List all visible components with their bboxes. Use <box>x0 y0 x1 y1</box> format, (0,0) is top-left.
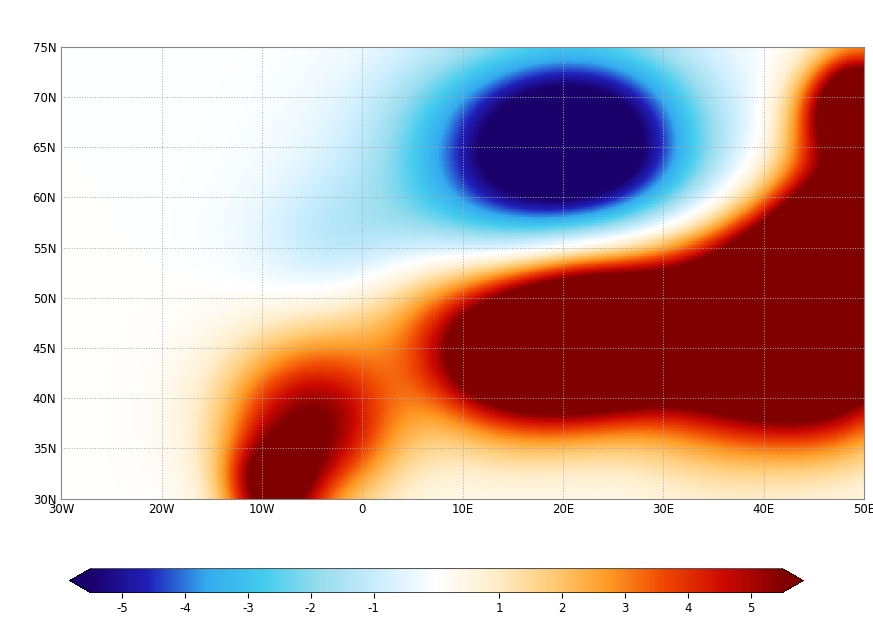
PathPatch shape <box>70 569 91 593</box>
PathPatch shape <box>782 569 803 593</box>
